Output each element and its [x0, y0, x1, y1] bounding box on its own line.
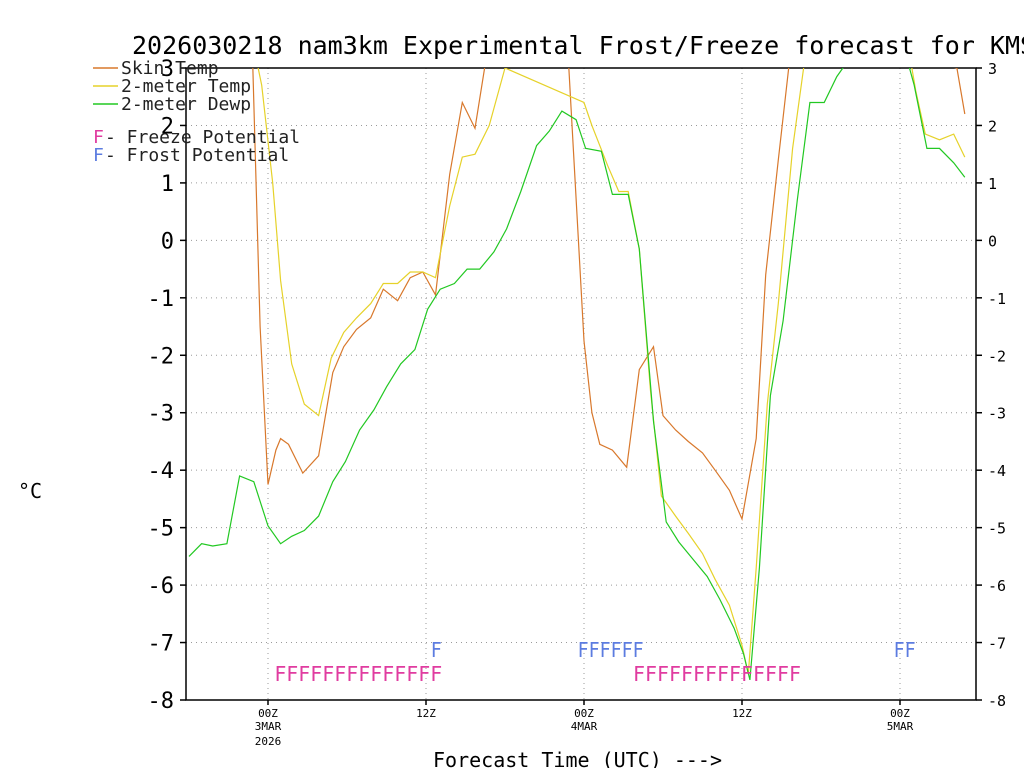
- x-tick-label: 00Z: [574, 707, 594, 720]
- y-tick-label-right: -7: [988, 635, 1006, 653]
- series-line-2-meter-temp: [257, 68, 966, 675]
- y-tick-label-right: -6: [988, 577, 1006, 595]
- y-axis-label: °C: [18, 479, 42, 503]
- y-tick-label: 3: [161, 57, 174, 82]
- y-tick-label-right: -3: [988, 405, 1006, 423]
- y-tick-label: 0: [161, 229, 174, 254]
- frost-potential-marks: F: [431, 638, 442, 662]
- y-tick-label-right: -1: [988, 290, 1006, 308]
- y-tick-label-right: 3: [988, 60, 997, 78]
- y-tick-label-right: -2: [988, 347, 1006, 365]
- y-tick-label-right: -4: [988, 462, 1006, 480]
- series-group: [188, 68, 966, 681]
- plot-frame: [185, 67, 977, 701]
- x-tick-label: 12Z: [732, 707, 752, 720]
- x-tick-date: 4MAR: [571, 720, 598, 733]
- potential-legend-label: - Freeze Potential: [105, 127, 300, 148]
- y-tick-label: -6: [148, 574, 175, 599]
- y-tick-label: 1: [161, 172, 174, 197]
- legend-label: 2-meter Temp: [121, 76, 251, 97]
- y-tick-label: -2: [148, 344, 175, 369]
- y-tick-label-right: 1: [988, 175, 997, 193]
- y-tick-label: -4: [148, 459, 175, 484]
- series-line-2-meter-dewp: [188, 68, 966, 681]
- frost-potential-marks: FF: [894, 638, 916, 662]
- y-tick-label-right: 2: [988, 117, 997, 135]
- frost-potential-marks: FFFFFF: [578, 638, 644, 662]
- potential-legend-label: - Frost Potential: [105, 145, 289, 166]
- chart-title: 2026030218 nam3km Experimental Frost/Fre…: [132, 31, 1024, 60]
- y-tick-label: -3: [148, 402, 175, 427]
- x-axis-label: Forecast Time (UTC) --->: [433, 748, 722, 768]
- x-tick-label: 00Z: [890, 707, 910, 720]
- legend-label: Skin Temp: [121, 58, 219, 79]
- y-tick-label: -1: [148, 287, 175, 312]
- potential-legend-letter: F: [93, 145, 104, 166]
- y-tick-label-right: 0: [988, 232, 997, 250]
- y-tick-label: -7: [148, 632, 175, 657]
- y-axis-left: -8 -7 -6 -5 -4 -3 -2 -1 0 1 2 3: [148, 57, 186, 714]
- freeze-potential-marks: FFFFFFFFFFFFFF: [274, 662, 442, 686]
- series-line-skin-temp: [252, 68, 966, 522]
- potential-legend-letter: F: [93, 127, 104, 148]
- x-tick-date: 5MAR: [887, 720, 914, 733]
- legend-label: 2-meter Dewp: [121, 94, 251, 115]
- y-tick-label: -8: [148, 689, 175, 714]
- freeze-potential-marks: FFFFFFFFFFFFFF: [633, 662, 801, 686]
- grid: [186, 68, 976, 700]
- x-tick-date: 3MAR: [255, 720, 282, 733]
- y-axis-right: -8 -7 -6 -5 -4 -3 -2 -1 0 1 2 3: [976, 60, 1006, 710]
- x-tick-year: 2026: [255, 735, 282, 748]
- y-tick-label-right: -8: [988, 692, 1006, 710]
- x-tick-label: 12Z: [416, 707, 436, 720]
- y-tick-label-right: -5: [988, 520, 1006, 538]
- y-tick-label: 2: [161, 114, 174, 139]
- y-tick-label: -5: [148, 517, 175, 542]
- x-tick-label: 00Z: [258, 707, 278, 720]
